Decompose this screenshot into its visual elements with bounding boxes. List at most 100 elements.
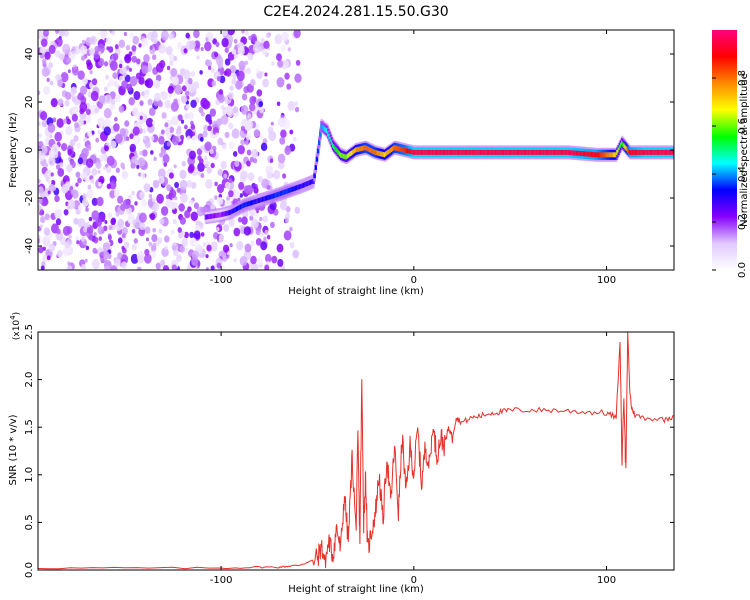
noise-cell (87, 184, 92, 190)
colorbar-tick-label: 0.6 (737, 118, 748, 134)
noise-cell (96, 196, 104, 207)
noise-cell (153, 79, 161, 89)
noise-cell (228, 190, 234, 198)
noise-cell (114, 133, 123, 144)
noise-cell (169, 60, 174, 66)
noise-cell (113, 123, 120, 132)
noise-cell (240, 125, 246, 132)
noise-cell (152, 242, 157, 248)
noise-cell (165, 194, 170, 200)
noise-cell (134, 201, 138, 206)
noise-cell (98, 181, 102, 187)
noise-cell (216, 262, 222, 269)
noise-cell (235, 191, 241, 198)
noise-cell (152, 202, 159, 212)
noise-cell (249, 156, 255, 163)
noise-cell (164, 235, 170, 243)
noise-cell (133, 238, 138, 244)
noise-cell (108, 78, 115, 87)
noise-cell (70, 189, 76, 196)
noise-cell (125, 44, 131, 51)
noise-cell (121, 226, 128, 236)
noise-cell (123, 241, 130, 249)
noise-cell (206, 166, 212, 174)
noise-cell (101, 229, 105, 234)
noise-cell (205, 179, 213, 189)
noise-cell (124, 74, 131, 83)
noise-cell (214, 181, 218, 187)
snr-multiplier-base: (x10 (12, 320, 22, 341)
noise-cell (106, 155, 115, 166)
noise-cell (39, 224, 43, 229)
x-tick-label: 0 (411, 575, 417, 586)
noise-cell (49, 80, 54, 86)
noise-cell (51, 143, 60, 154)
snr-multiplier-exp: 4 (9, 315, 17, 320)
noise-cell (120, 162, 125, 169)
noise-cell (228, 122, 234, 130)
spectrogram-heatmap (38, 30, 674, 270)
noise-cell (76, 240, 80, 245)
noise-cell (155, 62, 164, 73)
noise-cell (82, 77, 88, 85)
noise-cell (248, 103, 256, 112)
noise-cell (210, 265, 215, 270)
noise-cell (63, 209, 69, 216)
noise-cell (98, 175, 105, 184)
noise-cell (57, 79, 63, 87)
noise-cell (221, 143, 227, 150)
noise-cell (129, 143, 137, 153)
noise-cell (179, 216, 186, 225)
noise-cell (117, 218, 125, 228)
noise-cell (262, 215, 268, 223)
noise-cell (91, 78, 98, 86)
noise-cell (106, 46, 110, 51)
noise-cell (265, 165, 274, 176)
noise-cell (91, 168, 98, 176)
noise-cell (62, 118, 67, 124)
noise-cell (87, 130, 93, 137)
noise-cell (174, 196, 178, 201)
noise-cell (110, 217, 116, 226)
noise-cell (144, 226, 151, 234)
noise-cell (66, 164, 73, 173)
noise-cell (125, 54, 130, 62)
noise-cell (292, 136, 297, 142)
noise-cell (38, 238, 41, 244)
x-tick-label: -100 (210, 575, 233, 586)
noise-cell (223, 173, 228, 179)
noise-cell (43, 85, 50, 95)
noise-cell (44, 51, 51, 60)
noise-cell (253, 186, 259, 194)
noise-cell (171, 76, 179, 86)
noise-cell (244, 243, 252, 253)
noise-cell (79, 102, 88, 113)
noise-cell (66, 57, 72, 64)
noise-cell (103, 86, 108, 92)
noise-cell (141, 199, 148, 208)
spectrogram-y-label: Frequency (Hz) (8, 112, 19, 188)
noise-cell (88, 216, 93, 222)
snr-multiplier: (x104) (9, 312, 22, 340)
noise-cell (187, 77, 193, 85)
noise-cell (243, 129, 248, 134)
noise-cell (168, 172, 174, 179)
noise-cell (169, 189, 177, 199)
noise-cell (284, 146, 292, 156)
noise-cell (113, 189, 120, 198)
noise-cell (80, 85, 88, 95)
noise-cell (239, 255, 248, 266)
noise-cell (186, 266, 191, 270)
noise-cell (93, 236, 99, 244)
noise-cell (251, 149, 259, 159)
noise-cell (294, 106, 300, 113)
noise-cell (260, 37, 265, 43)
noise-cell (67, 261, 71, 266)
noise-cell (232, 106, 239, 114)
noise-cell (38, 186, 44, 195)
noise-cell (162, 265, 170, 270)
noise-cell (231, 48, 237, 55)
noise-cell (262, 78, 269, 88)
noise-cell (138, 157, 146, 167)
noise-cell (253, 129, 260, 138)
